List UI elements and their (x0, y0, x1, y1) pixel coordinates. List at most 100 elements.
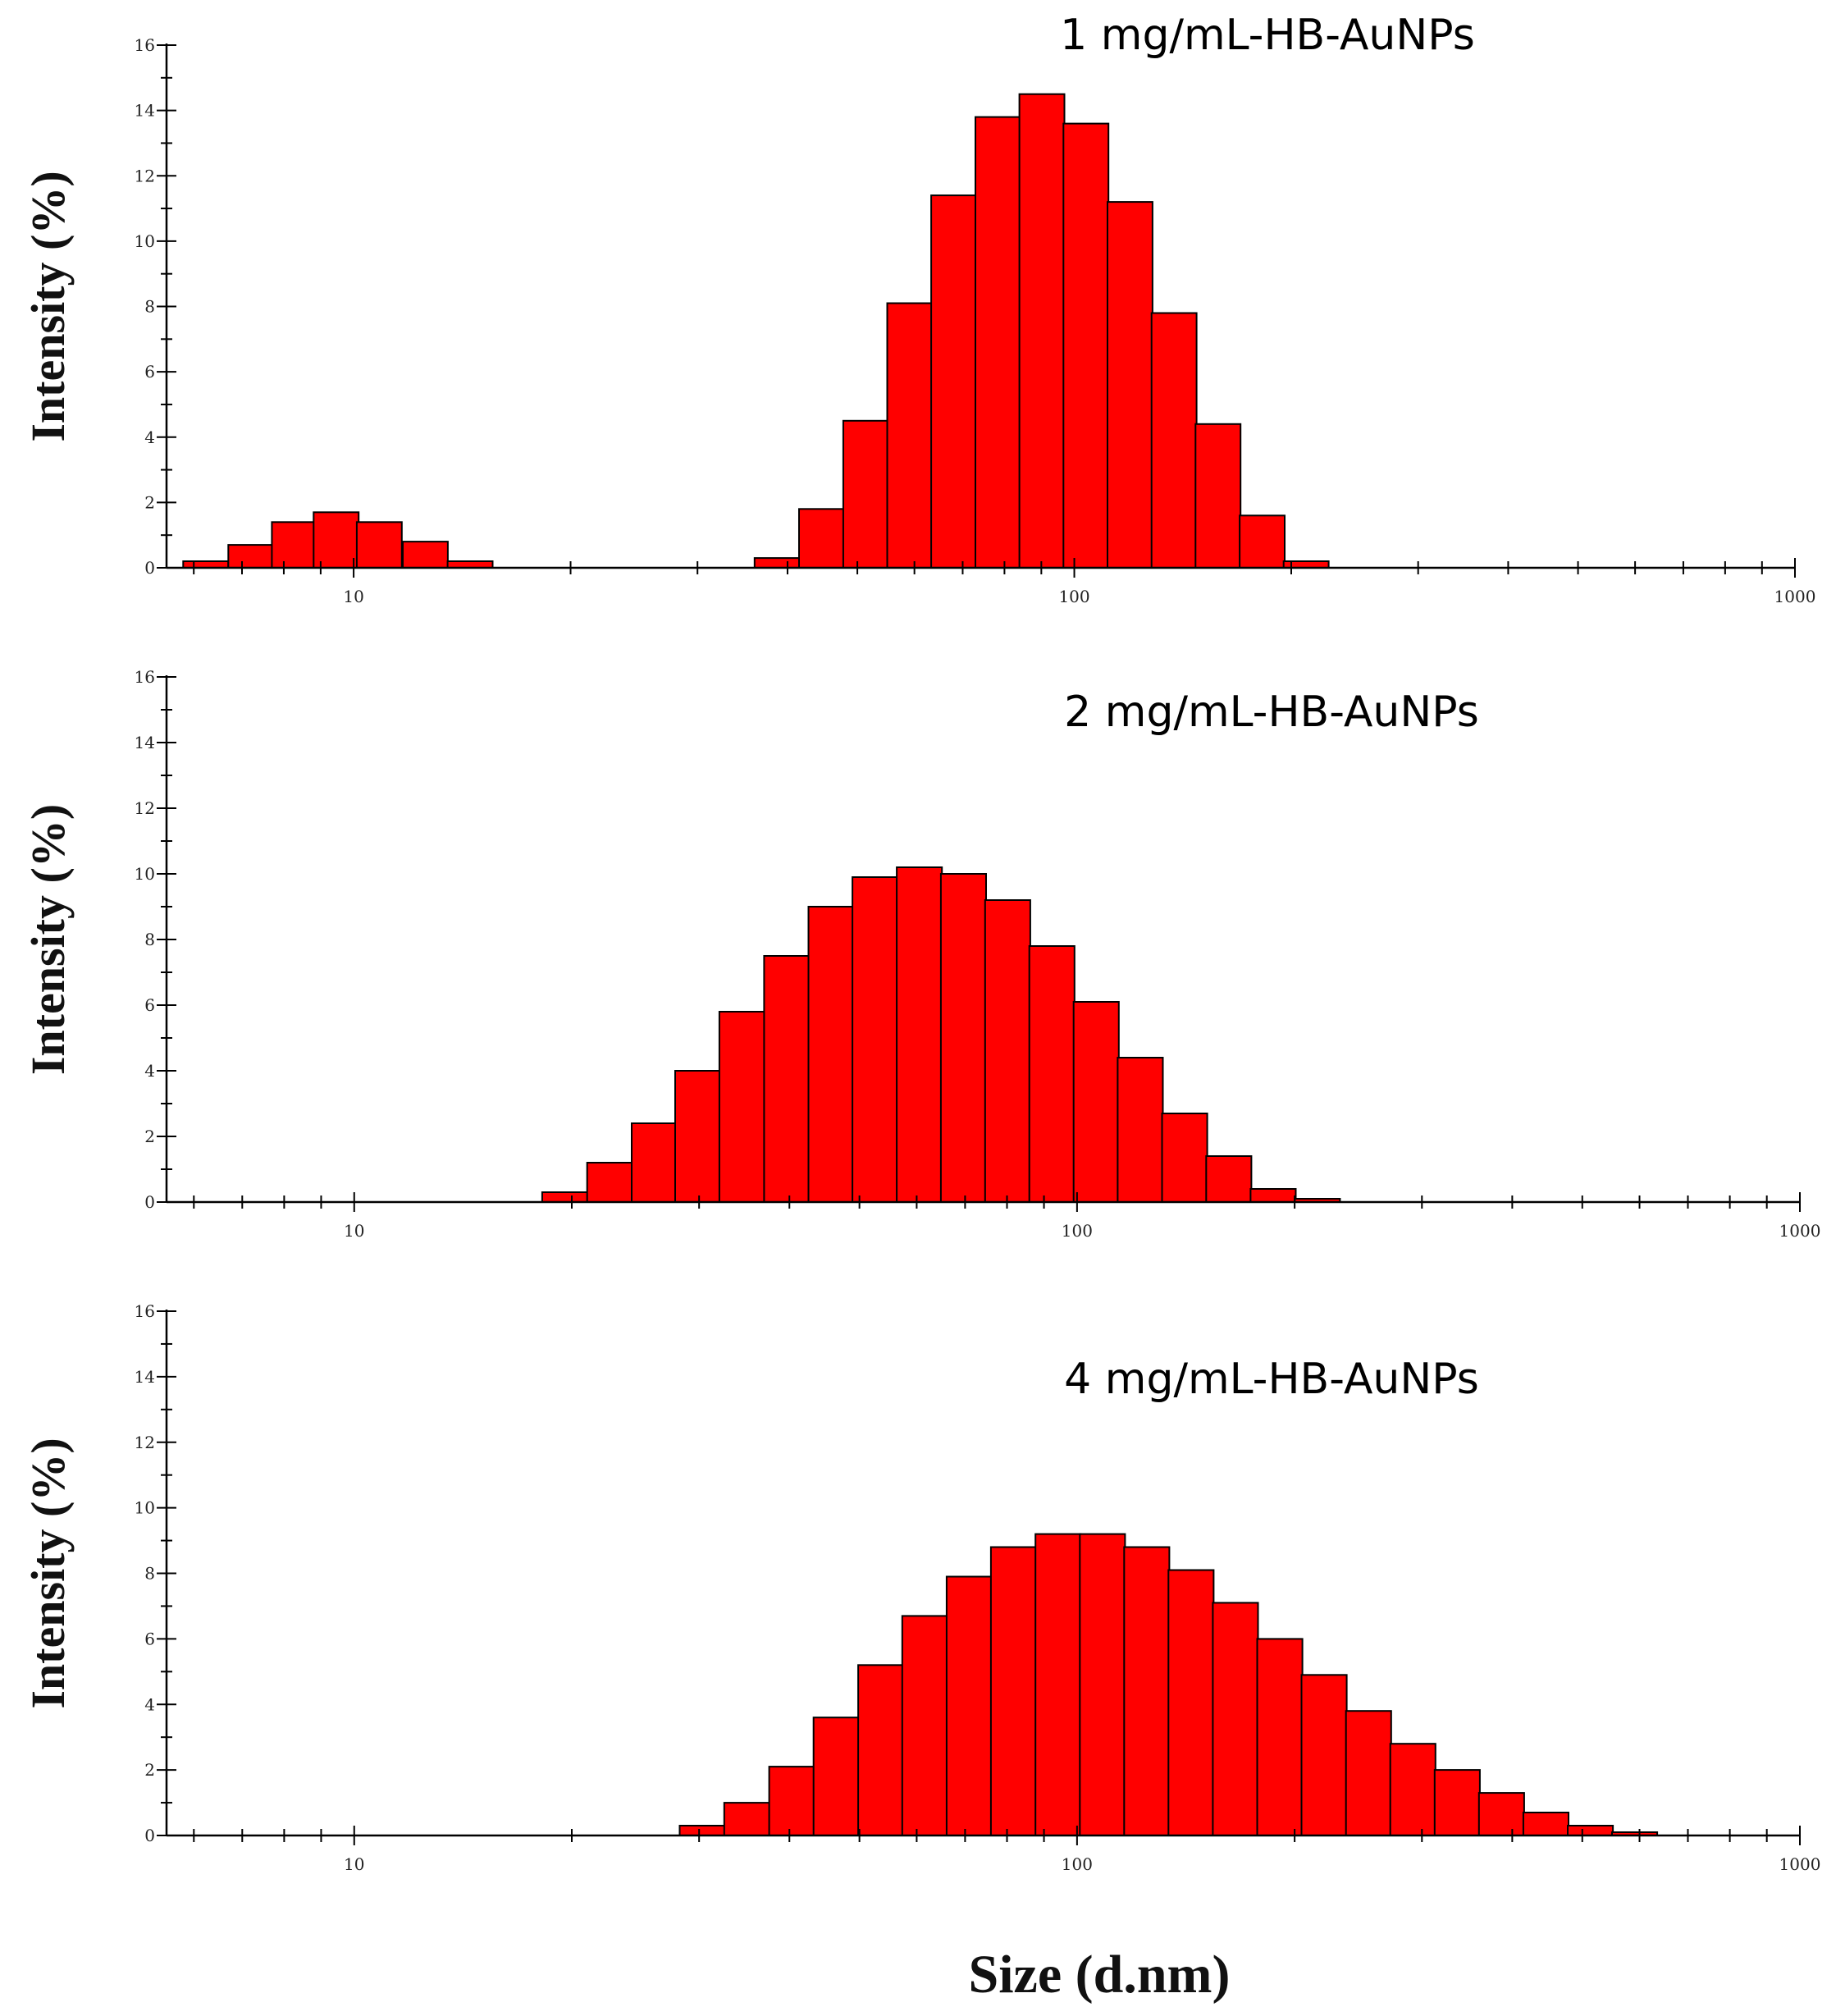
y-tick-label: 10 (135, 864, 155, 884)
bar (1072, 1001, 1120, 1203)
bar (930, 194, 977, 569)
x-tick-label: 100 (1062, 1221, 1093, 1241)
bar (1123, 1546, 1171, 1836)
y-tick-label: 14 (135, 1367, 155, 1387)
y-tick-label: 14 (135, 101, 155, 121)
x-axis-label: Size (d.nm) (969, 1945, 1231, 2005)
bar (1062, 122, 1110, 569)
bar (945, 1575, 993, 1836)
bar (807, 906, 855, 1203)
x-tick-label: 1000 (1774, 587, 1816, 606)
y-tick-label: 0 (144, 1826, 155, 1845)
bar (1167, 1569, 1215, 1836)
y-tick-label: 6 (144, 362, 155, 382)
y-tick-label: 16 (135, 667, 155, 687)
y-tick-label: 8 (144, 930, 155, 949)
bar (227, 544, 275, 569)
bar (631, 1122, 678, 1203)
y-axis-label: Intensity (%) (21, 804, 75, 1075)
bar (896, 866, 943, 1203)
y-axis-label: Intensity (%) (21, 171, 75, 441)
bar (355, 521, 403, 569)
y-tick-label: 0 (144, 558, 155, 578)
y-tick-label: 4 (144, 427, 155, 447)
x-tick-label: 10 (343, 587, 363, 606)
bar (541, 1191, 589, 1203)
y-tick-label: 10 (135, 1498, 155, 1518)
bar (1477, 1792, 1525, 1837)
bar (1256, 1638, 1304, 1837)
bar (1161, 1113, 1208, 1203)
y-tick-label: 12 (135, 166, 155, 185)
bar (586, 1162, 633, 1203)
bar (984, 899, 1031, 1203)
bar (1079, 1533, 1126, 1836)
bar (753, 557, 801, 569)
y-tick-label: 10 (135, 231, 155, 251)
y-tick-label: 2 (144, 1127, 155, 1146)
y-tick-label: 16 (135, 1301, 155, 1321)
y-tick-label: 16 (135, 35, 155, 55)
y-tick-label: 12 (135, 1433, 155, 1452)
bar (1567, 1825, 1614, 1836)
bar (1433, 1769, 1481, 1837)
bar (1389, 1743, 1436, 1836)
bar (1034, 1533, 1082, 1836)
bar (674, 1070, 722, 1203)
y-tick-label: 2 (144, 1760, 155, 1780)
bar (939, 873, 988, 1203)
bar (718, 1011, 766, 1203)
bar (1522, 1812, 1570, 1836)
bar (798, 508, 845, 569)
y-tick-label: 6 (144, 1629, 155, 1648)
bar (271, 521, 318, 569)
y-tick-label: 8 (144, 1564, 155, 1584)
bar (901, 1615, 948, 1837)
bar (768, 1766, 815, 1837)
x-tick-label: 1000 (1779, 1221, 1821, 1241)
bar (1028, 945, 1075, 1203)
y-tick-label: 12 (135, 798, 155, 818)
bar (1107, 201, 1153, 569)
bar (842, 419, 889, 569)
x-tick-label: 100 (1062, 1854, 1093, 1874)
panel-title: 2 mg/mL-HB-AuNPs (1064, 688, 1479, 737)
y-tick-label: 14 (135, 733, 155, 752)
y-tick-label: 4 (144, 1061, 155, 1081)
bar (1194, 423, 1242, 569)
bar (857, 1664, 905, 1837)
bar (1150, 312, 1198, 569)
chart-panel-3: 0 2 4 6 8 10 12 14 16 10 100 1000 Intensity (%) 4 mg/… (21, 1301, 1820, 1874)
bar (1018, 93, 1066, 569)
chart-panel-1: 0 2 4 6 8 10 12 14 16 10 100 1000 Intensity (%) 1 mg/… (21, 11, 1815, 606)
y-tick-label: 8 (144, 297, 155, 317)
panel-title: 4 mg/mL-HB-AuNPs (1064, 1355, 1479, 1404)
y-tick-label: 6 (144, 995, 155, 1015)
y-tick-label: 0 (144, 1192, 155, 1212)
bar (402, 541, 449, 569)
bar (1345, 1710, 1392, 1836)
y-tick-label: 2 (144, 492, 155, 512)
x-tick-label: 10 (344, 1221, 364, 1241)
y-axis-label: Intensity (%) (21, 1438, 75, 1708)
bar (852, 876, 899, 1203)
x-tick-label: 100 (1058, 587, 1089, 606)
y-tick-label: 4 (144, 1694, 155, 1714)
bar (1205, 1155, 1253, 1203)
bar (1249, 1188, 1297, 1203)
bar (975, 116, 1021, 569)
bar (723, 1802, 770, 1837)
bar (989, 1546, 1038, 1836)
chart-panel-2: 0 2 4 6 8 10 12 14 16 10 100 1000 Intensity (%) 2 mg/… (21, 667, 1820, 1241)
bar (812, 1717, 860, 1836)
bar (1212, 1602, 1259, 1837)
bar (1300, 1674, 1348, 1837)
bar (763, 955, 811, 1203)
bar (1239, 514, 1286, 569)
bar (1117, 1057, 1164, 1203)
panel-title: 1 mg/mL-HB-AuNPs (1060, 11, 1475, 60)
x-tick-label: 1000 (1779, 1854, 1821, 1874)
bar (678, 1825, 726, 1836)
bar (886, 302, 934, 569)
